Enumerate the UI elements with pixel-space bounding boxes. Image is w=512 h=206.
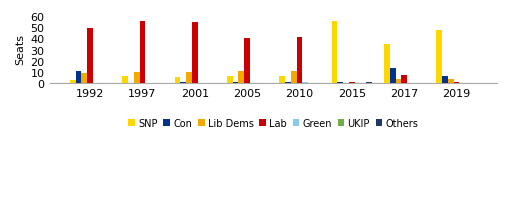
Bar	[285, 82, 291, 84]
Y-axis label: Seats: Seats	[15, 34, 25, 65]
Bar	[232, 82, 239, 84]
Bar	[244, 39, 250, 84]
Bar	[395, 79, 401, 84]
Bar	[180, 82, 186, 84]
Bar	[401, 76, 407, 84]
Bar	[81, 74, 87, 84]
Bar	[192, 23, 198, 84]
Bar	[448, 79, 454, 84]
Bar	[332, 22, 337, 84]
Bar	[70, 80, 76, 84]
Bar	[87, 29, 93, 84]
Bar	[76, 71, 81, 84]
Bar	[186, 73, 192, 84]
Bar	[139, 22, 145, 84]
Bar	[442, 77, 448, 84]
Bar	[390, 69, 395, 84]
Bar	[279, 77, 285, 84]
Bar	[454, 82, 459, 84]
Bar	[227, 77, 232, 84]
Bar	[291, 71, 296, 84]
Legend: SNP, Con, Lib Dems, Lab, Green, UKIP, Others: SNP, Con, Lib Dems, Lab, Green, UKIP, Ot…	[124, 115, 422, 132]
Bar	[296, 38, 302, 84]
Bar	[175, 78, 180, 84]
Bar	[337, 82, 343, 84]
Bar	[239, 71, 244, 84]
Bar	[366, 82, 372, 84]
Bar	[436, 30, 442, 84]
Bar	[384, 45, 390, 84]
Bar	[122, 77, 128, 84]
Bar	[349, 82, 355, 84]
Bar	[134, 73, 139, 84]
Bar	[302, 82, 308, 84]
